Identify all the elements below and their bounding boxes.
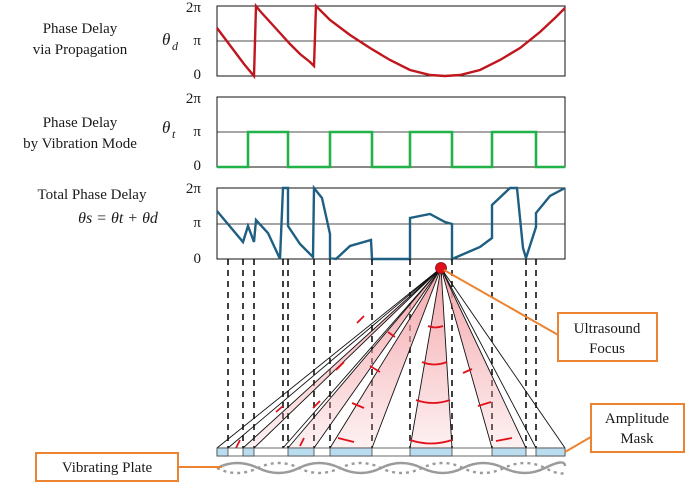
amplitude-mask-line1: Amplitude [605, 411, 670, 427]
tick-0: 0 [194, 67, 202, 83]
tick-2pi: 2π [186, 0, 202, 16]
ticks-panel-2: 2π π 0 [186, 91, 202, 174]
svg-text:θ: θ [162, 30, 170, 49]
vibration-label-line2: by Vibration Mode [23, 136, 137, 152]
svg-text:θ: θ [162, 118, 170, 137]
vibration-square-wave [217, 130, 565, 169]
panel-propagation [216, 2, 566, 80]
tick-pi: π [193, 33, 201, 49]
tick-pi: π [193, 215, 201, 231]
tick-0: 0 [194, 158, 202, 174]
tick-2pi: 2π [186, 91, 202, 107]
ticks-panel-1: 2π π 0 [186, 0, 202, 83]
ultrasound-focus-callout: Ultrasound Focus [443, 269, 658, 362]
ultrasound-focus-line2: Focus [589, 341, 625, 357]
svg-text:d: d [172, 39, 179, 53]
vibrating-plate-wave [216, 461, 567, 475]
focus-point [435, 262, 447, 274]
total-equation: θs = θt + θd [78, 210, 159, 227]
ultrasound-beam-fan [216, 262, 566, 449]
total-phase-curve [216, 184, 566, 263]
theta-d-symbol: θ d [162, 30, 179, 53]
svg-text:t: t [172, 127, 176, 141]
propagation-label-line2: via Propagation [33, 42, 128, 58]
propagation-label-line1: Phase Delay [43, 21, 118, 37]
vibration-label-line1: Phase Delay [43, 115, 118, 131]
vibrating-plate-label: Vibrating Plate [62, 460, 153, 476]
tick-2pi: 2π [186, 181, 202, 197]
tick-0: 0 [194, 251, 202, 267]
tick-pi: π [193, 124, 201, 140]
vibrating-plate-callout: Vibrating Plate [35, 452, 222, 482]
total-label: Total Phase Delay [38, 187, 147, 203]
ticks-panel-3: 2π π 0 [186, 181, 202, 267]
theta-t-symbol: θ t [162, 118, 176, 141]
amplitude-mask [216, 447, 566, 457]
amplitude-mask-line2: Mask [620, 431, 654, 447]
panel-vibration [216, 96, 566, 169]
ultrasound-focus-line1: Ultrasound [574, 321, 641, 337]
amplitude-mask-callout: Amplitude Mask [564, 403, 685, 453]
propagation-curve [216, 2, 566, 80]
panel-total [216, 184, 566, 263]
wavefronts [235, 315, 513, 449]
